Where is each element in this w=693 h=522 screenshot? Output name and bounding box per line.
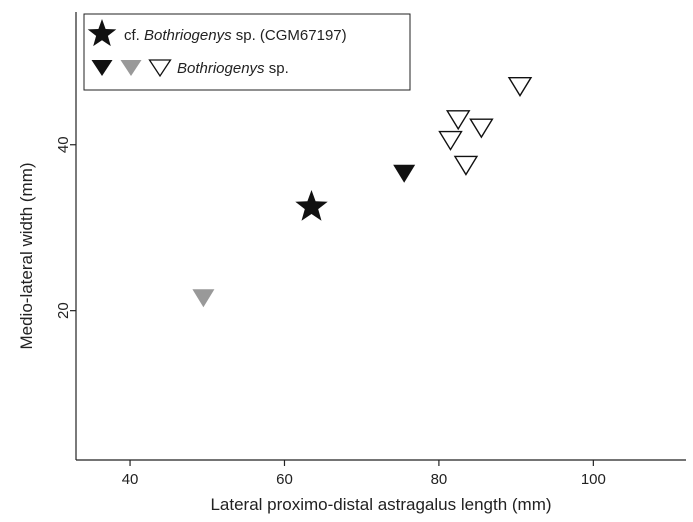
legend: cf. Bothriogenys sp. (CGM67197)Bothrioge… <box>83 13 411 91</box>
legend-text-part: cf. <box>124 27 144 44</box>
star-point <box>295 190 328 221</box>
x-tick-label: 100 <box>581 471 606 488</box>
axes <box>75 12 686 461</box>
ticks: 40 60 80 100 20 40 <box>55 136 606 488</box>
legend-text-part: sp. <box>265 60 289 77</box>
open-triangle-point <box>507 76 533 98</box>
legend-entry-label: cf. Bothriogenys sp. (CGM67197) <box>124 27 347 44</box>
filled-triangle-point <box>393 164 416 183</box>
x-axis-label: Lateral proximo-distal astragalus length… <box>210 495 551 514</box>
open-triangle-point <box>453 155 479 176</box>
legend-black-triangle-icon <box>91 60 113 76</box>
legend-entry-label: Bothriogenys sp. <box>177 60 289 77</box>
y-tick-label: 40 <box>55 136 72 153</box>
x-tick-label: 80 <box>431 471 448 488</box>
open-triangle-point <box>445 110 471 131</box>
y-tick-label: 20 <box>55 302 72 319</box>
legend-text-part: sp. (CGM67197) <box>232 27 347 44</box>
legend-open-triangle-icon <box>148 59 172 78</box>
x-tick-label: 60 <box>276 471 293 488</box>
legend-gray-triangle-icon <box>120 60 142 76</box>
legend-box <box>83 13 411 91</box>
filled-triangle-point <box>192 289 215 308</box>
data-marks <box>192 76 533 308</box>
open-triangle-point <box>469 118 494 139</box>
legend-text-part: Bothriogenys <box>177 60 265 77</box>
legend-text-part: Bothriogenys <box>144 27 232 44</box>
legend-star-icon <box>87 19 117 47</box>
open-triangle-point <box>438 130 463 151</box>
y-axis-label: Medio-lateral width (mm) <box>17 162 36 349</box>
x-tick-label: 40 <box>122 471 139 488</box>
